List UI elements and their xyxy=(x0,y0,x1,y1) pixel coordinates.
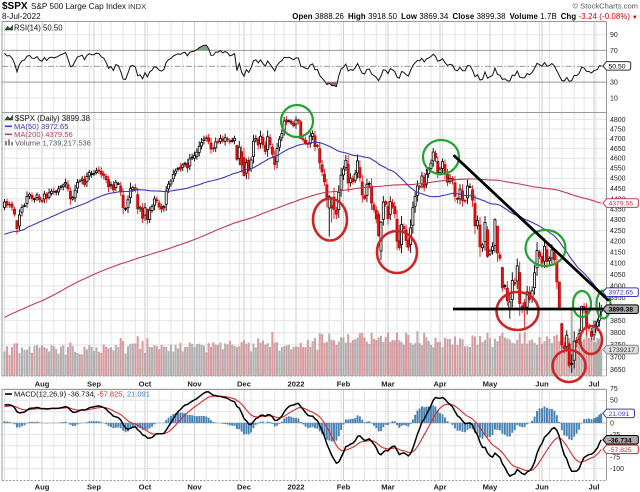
svg-text:Feb: Feb xyxy=(337,483,351,492)
svg-text:4350: 4350 xyxy=(610,207,626,214)
svg-text:0: 0 xyxy=(610,420,614,427)
svg-text:Open 3888.26 High 3918.50 Low: Open 3888.26 High 3918.50 Low 3869.34 Cl… xyxy=(292,12,638,21)
svg-text:8-Jul-2022: 8-Jul-2022 xyxy=(2,12,41,21)
svg-text:3850: 3850 xyxy=(610,318,626,325)
svg-text:75: 75 xyxy=(610,386,618,393)
svg-text:4500: 4500 xyxy=(610,176,626,183)
svg-text:3899.38: 3899.38 xyxy=(609,307,634,314)
svg-text:4200: 4200 xyxy=(610,239,626,246)
svg-text:50: 50 xyxy=(610,398,618,405)
svg-text:4379.56: 4379.56 xyxy=(609,201,634,208)
svg-text:4800: 4800 xyxy=(610,117,626,124)
svg-text:MA(50) 3972.65: MA(50) 3972.65 xyxy=(14,122,68,131)
svg-text:Mar: Mar xyxy=(381,483,395,492)
svg-text:2022: 2022 xyxy=(288,380,305,389)
svg-text:4600: 4600 xyxy=(610,156,626,163)
svg-text:4250: 4250 xyxy=(610,228,626,235)
svg-text:-57.825,: -57.825, xyxy=(97,390,125,399)
svg-text:Oct: Oct xyxy=(139,380,152,389)
svg-text:Apr: Apr xyxy=(433,380,446,389)
svg-text:-100: -100 xyxy=(610,466,624,473)
svg-text:MA(200) 4379.56: MA(200) 4379.56 xyxy=(14,130,73,139)
svg-text:4050: 4050 xyxy=(610,272,626,279)
svg-text:$SPX (Daily) 3899.38: $SPX (Daily) 3899.38 xyxy=(15,114,90,123)
svg-text:May: May xyxy=(483,380,499,389)
svg-text:1739217: 1739217 xyxy=(609,347,636,354)
svg-text:Dec: Dec xyxy=(237,483,251,492)
svg-text:21.091: 21.091 xyxy=(127,390,150,399)
svg-text:4100: 4100 xyxy=(610,261,626,268)
svg-text:2022: 2022 xyxy=(288,483,305,492)
svg-text:May: May xyxy=(483,483,499,492)
svg-text:Nov: Nov xyxy=(187,483,202,492)
svg-text:30: 30 xyxy=(610,80,618,87)
svg-text:4450: 4450 xyxy=(610,186,626,193)
svg-text:10: 10 xyxy=(610,95,618,102)
svg-text:4550: 4550 xyxy=(610,166,626,173)
svg-text:Sep: Sep xyxy=(87,483,101,492)
svg-text:Sep: Sep xyxy=(87,380,101,389)
svg-text:50.50: 50.50 xyxy=(609,63,626,70)
svg-text:Jun: Jun xyxy=(535,483,549,492)
svg-text:3700: 3700 xyxy=(610,355,626,362)
svg-text:-57.825: -57.825 xyxy=(609,447,632,454)
svg-text:S&P 500 Large Cap Index: S&P 500 Large Cap Index xyxy=(31,2,126,11)
svg-text:4750: 4750 xyxy=(610,126,626,133)
svg-text:4000: 4000 xyxy=(610,283,626,290)
svg-text:3650: 3650 xyxy=(610,367,626,374)
svg-text:Jul: Jul xyxy=(589,380,600,389)
svg-text:70: 70 xyxy=(610,48,618,55)
svg-text:21.091: 21.091 xyxy=(609,411,630,418)
svg-text:Oct: Oct xyxy=(139,483,152,492)
svg-text:3800: 3800 xyxy=(610,330,626,337)
svg-text:Aug: Aug xyxy=(35,380,50,389)
svg-text:RSI(14) 50.50: RSI(14) 50.50 xyxy=(14,24,63,33)
svg-text:3972.65: 3972.65 xyxy=(609,290,634,297)
svg-text:4700: 4700 xyxy=(610,136,626,143)
svg-text:INDX: INDX xyxy=(128,2,146,11)
svg-text:Mar: Mar xyxy=(381,380,395,389)
svg-text:4150: 4150 xyxy=(610,250,626,257)
svg-text:Jul: Jul xyxy=(589,483,600,492)
svg-text:Aug: Aug xyxy=(35,483,50,492)
svg-text:MACD(12,26,9) -36.734,: MACD(12,26,9) -36.734, xyxy=(14,390,96,399)
svg-text:© StockCharts.com: © StockCharts.com xyxy=(572,2,638,11)
svg-text:Jun: Jun xyxy=(535,380,549,389)
svg-text:4300: 4300 xyxy=(610,217,626,224)
svg-text:$SPX: $SPX xyxy=(2,1,28,12)
svg-text:Dec: Dec xyxy=(237,380,251,389)
svg-text:Volume 1,739,217,536: Volume 1,739,217,536 xyxy=(15,139,91,148)
svg-text:3950: 3950 xyxy=(610,295,626,302)
svg-text:Nov: Nov xyxy=(187,380,202,389)
svg-text:90: 90 xyxy=(610,32,618,39)
svg-text:-36.734: -36.734 xyxy=(609,437,632,444)
svg-text:4650: 4650 xyxy=(610,146,626,153)
svg-text:Feb: Feb xyxy=(337,380,351,389)
svg-text:-75: -75 xyxy=(610,455,620,462)
svg-text:Apr: Apr xyxy=(433,483,446,492)
